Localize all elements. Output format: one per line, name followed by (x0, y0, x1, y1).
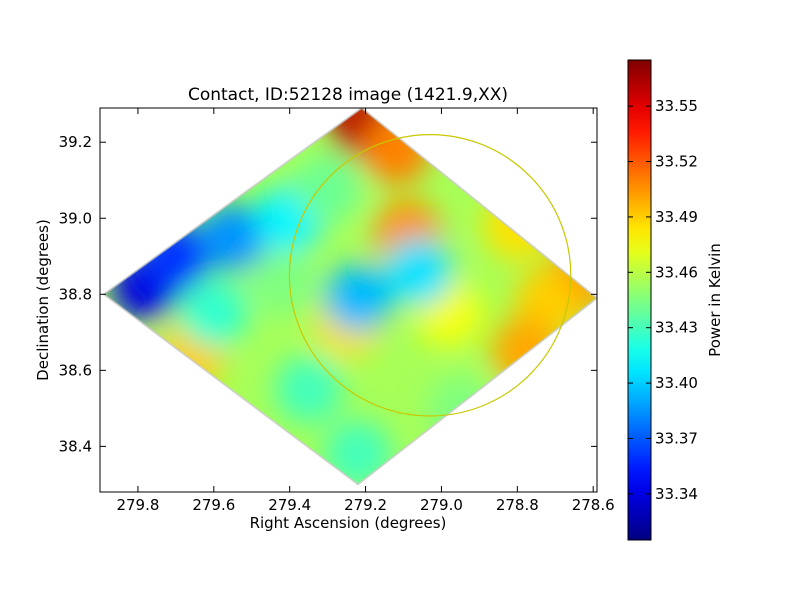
x-axis-label: Right Ascension (degrees) (250, 514, 447, 532)
x-tick-label: 278.8 (496, 496, 539, 514)
map-feature-2 (483, 191, 552, 260)
colorbar-tick-label: 33.43 (655, 319, 698, 337)
y-tick-label: 39.2 (59, 133, 92, 151)
heatmap-image (103, 108, 597, 485)
map-feature-19 (248, 248, 317, 317)
map-feature-18 (384, 237, 453, 306)
x-tick-label: 278.6 (572, 496, 615, 514)
y-tick-label: 39.0 (59, 209, 92, 227)
map-feature-12 (198, 203, 267, 272)
colorbar-tick-label: 33.34 (655, 485, 698, 503)
colorbar: 33.34 33.37 33.40 33.43 33.46 33.49 33.52 33.55… (627, 59, 724, 541)
y-tick-label: 38.4 (59, 437, 92, 455)
x-tick-label: 279.2 (344, 496, 387, 514)
colorbar-gradient (628, 60, 651, 540)
map-feature-1 (361, 115, 430, 184)
colorbar-frame (627, 59, 652, 541)
colorbar-ticks: 33.34 33.37 33.40 33.43 33.46 33.49 33.52 33.55 (628, 97, 698, 503)
map-feature-20 (293, 153, 362, 222)
map-feature-17 (324, 264, 392, 333)
plot-area: 279.8 279.6 279.4 279.2 279.0 278.8 278.6 38.4… (59, 107, 615, 514)
x-tick-label: 279.4 (268, 496, 311, 514)
map-feature-16 (324, 420, 392, 485)
y-axis: 38.4 38.6 38.8 39.0 39.2 (59, 133, 597, 455)
x-tick-label: 279.8 (116, 496, 159, 514)
y-tick-label: 38.8 (59, 285, 92, 303)
colorbar-tick-label: 33.40 (655, 374, 698, 392)
x-tick-label: 279.6 (192, 496, 235, 514)
map-feature-21 (426, 374, 495, 443)
y-axis-label: Declination (degrees) (34, 219, 52, 381)
axes-frame (99, 107, 598, 493)
x-tick-label: 279.0 (420, 496, 463, 514)
map-edge (102, 108, 597, 486)
x-axis: 279.8 279.6 279.4 279.2 279.0 278.8 278.6 (116, 108, 615, 514)
annotation-circle (288, 133, 572, 417)
colorbar-tick-label: 33.52 (655, 153, 698, 171)
map-feature-15 (274, 355, 343, 424)
colorbar-tick-label: 33.49 (655, 208, 698, 226)
colorbar-tick-label: 33.55 (655, 97, 698, 115)
colorbar-tick-label: 33.46 (655, 263, 698, 281)
y-tick-label: 38.6 (59, 361, 92, 379)
colorbar-tick-label: 33.37 (655, 429, 698, 447)
chart-title: Contact, ID:52128 image (1421.9,XX) (188, 85, 508, 105)
map-feature-14 (179, 279, 248, 348)
colorbar-label: Power in Kelvin (706, 243, 724, 357)
